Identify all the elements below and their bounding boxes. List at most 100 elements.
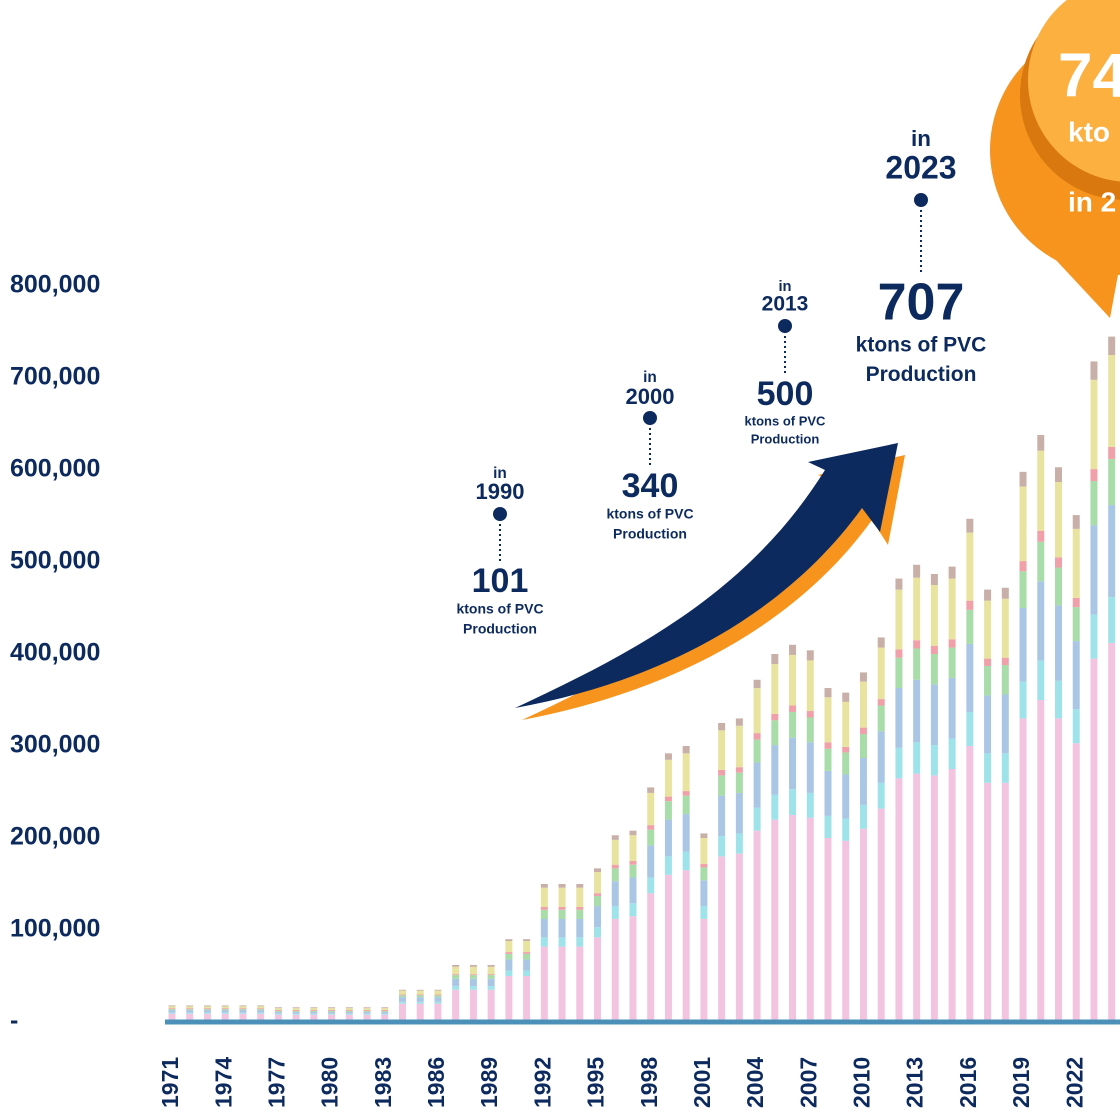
bar-segment bbox=[274, 1008, 282, 1011]
bar-segment bbox=[239, 1012, 247, 1014]
bar-segment bbox=[682, 746, 690, 754]
bar-segment bbox=[469, 975, 477, 979]
bar-segment bbox=[611, 864, 619, 869]
annotation-line: Production bbox=[613, 525, 687, 541]
bar-segment bbox=[363, 1007, 371, 1009]
bar-segment bbox=[576, 937, 584, 947]
bar-segment bbox=[842, 752, 850, 775]
bar-segment bbox=[1108, 642, 1116, 1022]
bar-segment bbox=[1037, 660, 1045, 700]
bar-segment bbox=[647, 845, 655, 878]
annotation-line: Production bbox=[866, 363, 977, 386]
x-tick-label: 2013 bbox=[902, 1057, 928, 1108]
bar-segment bbox=[789, 737, 797, 790]
bar-segment bbox=[434, 997, 442, 1002]
bar-segment bbox=[292, 1010, 300, 1011]
bar-segment bbox=[895, 589, 903, 650]
bar-segment bbox=[594, 893, 602, 896]
bar-segment bbox=[1001, 753, 1009, 783]
bar-segment bbox=[984, 600, 992, 659]
bar-segment bbox=[1072, 515, 1080, 529]
bar-segment bbox=[664, 753, 672, 760]
bar-segment bbox=[292, 1007, 300, 1009]
x-tick-label: 2016 bbox=[955, 1057, 981, 1108]
bar-segment bbox=[310, 1008, 318, 1011]
bar-segment bbox=[859, 727, 867, 735]
annotation-value: 500 bbox=[757, 375, 814, 413]
bar-segment bbox=[700, 918, 708, 1022]
bar-segment bbox=[558, 887, 566, 907]
bar-segment bbox=[274, 1013, 282, 1015]
bar-segment bbox=[576, 909, 584, 919]
bar-segment bbox=[257, 1008, 265, 1010]
bar-segment bbox=[1055, 567, 1062, 606]
bar-segment bbox=[1090, 481, 1098, 526]
bar-segment bbox=[877, 705, 885, 732]
y-tick-label: 500,000 bbox=[10, 547, 100, 575]
bar-segment bbox=[168, 1005, 176, 1007]
bar-segment bbox=[505, 970, 513, 976]
bar-segment bbox=[416, 994, 424, 996]
bar-segment bbox=[239, 1006, 247, 1009]
bar-segment bbox=[469, 978, 477, 987]
bar-segment bbox=[416, 1001, 424, 1004]
bar-segment bbox=[966, 643, 974, 712]
annotation-value: 101 bbox=[472, 562, 529, 600]
bar-segment bbox=[416, 997, 424, 1002]
bar-segment bbox=[1108, 504, 1116, 597]
bar-segment bbox=[540, 887, 548, 907]
bar-segment bbox=[913, 773, 921, 1022]
bar-segment bbox=[523, 953, 531, 960]
callout-unit: kto bbox=[1068, 116, 1110, 147]
callout-year: in 2 bbox=[1068, 186, 1116, 217]
bar-segment bbox=[664, 801, 672, 820]
bar-segment bbox=[664, 819, 672, 857]
bar-segment bbox=[806, 717, 814, 743]
bar-segment bbox=[416, 995, 424, 998]
bar-segment bbox=[1072, 597, 1080, 608]
bar-segment bbox=[753, 762, 761, 808]
bar-segment bbox=[310, 1011, 318, 1014]
bar-segment bbox=[345, 1007, 353, 1009]
bar-segment bbox=[664, 796, 672, 802]
bar-segment bbox=[1019, 486, 1027, 562]
annotation-year: 2000 bbox=[626, 384, 675, 409]
bar-segment bbox=[1037, 435, 1045, 451]
bar-segment bbox=[1090, 614, 1098, 659]
bar-segment bbox=[877, 647, 885, 700]
bar-segment bbox=[611, 839, 619, 865]
annotation-line: ktons of PVC bbox=[856, 334, 987, 357]
bar-segment bbox=[239, 1013, 247, 1022]
bar-segment bbox=[398, 989, 406, 991]
bar-segment bbox=[647, 825, 655, 830]
bar-segment bbox=[735, 718, 743, 726]
bar-segment bbox=[700, 863, 708, 868]
bar-segment bbox=[682, 753, 690, 792]
bar-segment bbox=[310, 1013, 318, 1015]
bar-segment bbox=[381, 1007, 389, 1009]
bar-segment bbox=[913, 577, 921, 641]
bar-segment bbox=[895, 578, 903, 590]
bar-segment bbox=[718, 775, 726, 796]
bar-segment bbox=[257, 1012, 265, 1014]
bar-segment bbox=[487, 989, 495, 1022]
bar-segment bbox=[682, 814, 690, 852]
bar-segment bbox=[363, 1010, 371, 1012]
bar-segment bbox=[398, 990, 406, 995]
bar-segment bbox=[735, 772, 743, 793]
bar-segment bbox=[1037, 530, 1045, 542]
bar-segment bbox=[1019, 471, 1027, 487]
bar-segment bbox=[700, 833, 708, 838]
bar-segment bbox=[647, 792, 655, 826]
bar-segment bbox=[930, 654, 938, 685]
bar-segment bbox=[806, 650, 814, 661]
bar-segment bbox=[948, 639, 956, 648]
bar-segment bbox=[718, 795, 726, 837]
bar-segment bbox=[753, 679, 761, 689]
bar-segment bbox=[328, 1010, 336, 1011]
bar-segment bbox=[966, 600, 974, 610]
bar-segment bbox=[558, 937, 566, 947]
bar-segment bbox=[1090, 379, 1098, 470]
bar-segment bbox=[274, 1011, 282, 1014]
x-tick-label: 1989 bbox=[476, 1057, 502, 1108]
